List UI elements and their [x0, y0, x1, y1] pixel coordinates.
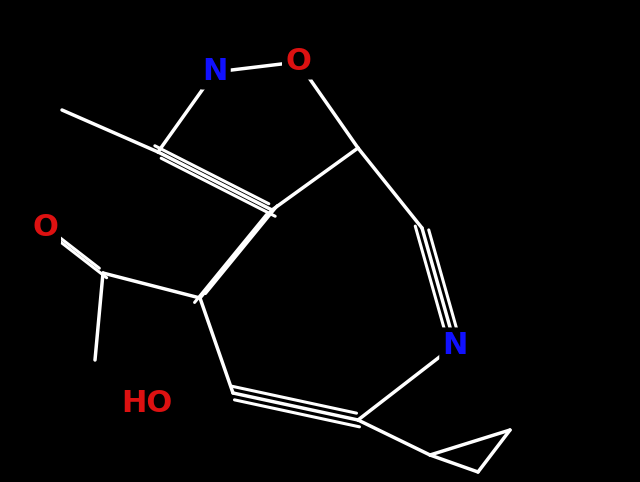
Text: HO: HO: [122, 388, 173, 417]
Text: N: N: [442, 331, 468, 360]
Text: O: O: [32, 214, 58, 242]
Text: O: O: [285, 48, 311, 77]
Text: N: N: [202, 57, 228, 86]
